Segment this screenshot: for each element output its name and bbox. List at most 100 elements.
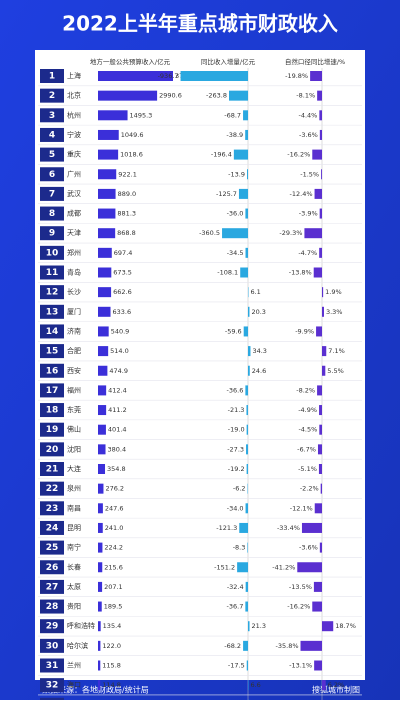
value-label: -12.4% xyxy=(290,190,313,198)
value-label: 247.6 xyxy=(105,504,124,512)
value-label: 1.9% xyxy=(325,288,342,296)
value-label: 380.4 xyxy=(108,445,127,453)
city: 宁波 xyxy=(67,130,81,139)
rank: 5 xyxy=(49,150,55,160)
rank: 10 xyxy=(46,248,59,258)
value-label: -4.9% xyxy=(298,406,317,414)
value-label: -68.7 xyxy=(224,111,241,119)
value-label: -19.2 xyxy=(228,465,245,473)
bar xyxy=(314,268,322,278)
city: 郑州 xyxy=(67,249,81,257)
city: 长春 xyxy=(67,562,81,571)
value-label: 1018.6 xyxy=(120,151,143,159)
value-label: -125.7 xyxy=(216,190,237,198)
rank: 8 xyxy=(49,209,55,219)
value-label: -36.6 xyxy=(227,386,244,394)
value-label: -263.8 xyxy=(206,92,227,100)
city: 西安 xyxy=(67,366,81,375)
bar xyxy=(245,602,248,612)
bar xyxy=(304,228,322,238)
bar xyxy=(98,641,100,651)
value-label: -4.7% xyxy=(298,249,317,257)
value-label: 21.3 xyxy=(252,622,266,630)
bar xyxy=(312,602,322,612)
bar xyxy=(98,366,107,376)
bar xyxy=(98,130,119,140)
value-label: 6.1 xyxy=(250,288,260,296)
bar xyxy=(318,444,322,454)
city: 福州 xyxy=(67,385,81,394)
rank: 13 xyxy=(46,307,59,317)
bar xyxy=(98,209,115,219)
value-label: 207.1 xyxy=(104,583,123,591)
city: 贵阳 xyxy=(67,602,81,611)
bar xyxy=(321,169,322,179)
rank: 31 xyxy=(46,661,59,671)
value-label: -36.0 xyxy=(227,210,244,218)
value-label: -29.3% xyxy=(279,229,302,237)
value-label: -2.2% xyxy=(300,485,319,493)
value-label: 889.0 xyxy=(118,190,137,198)
value-label: 114.8 xyxy=(102,681,121,689)
value-label: 540.9 xyxy=(111,327,130,335)
bar xyxy=(247,464,248,474)
value-label: 1049.6 xyxy=(121,131,144,139)
bar xyxy=(310,71,322,81)
value-label: 3.3% xyxy=(326,308,343,316)
value-label: -13.1% xyxy=(289,662,312,670)
bar xyxy=(181,71,248,81)
rank: 4 xyxy=(49,130,55,140)
rank: 9 xyxy=(49,229,55,239)
rank: 21 xyxy=(46,465,59,475)
value-label: -13.8% xyxy=(289,269,312,277)
value-label: 354.8 xyxy=(107,465,126,473)
value-label: -59.6 xyxy=(225,327,242,335)
value-label: 6.2% xyxy=(328,681,345,689)
value-label: -936.7 xyxy=(158,72,179,80)
bar xyxy=(314,582,322,592)
bar xyxy=(98,523,103,533)
value-label: 215.6 xyxy=(104,563,123,571)
value-label: -3.9% xyxy=(299,210,318,218)
value-label: 2990.6 xyxy=(159,92,182,100)
city: 上海 xyxy=(67,71,81,80)
rank: 14 xyxy=(46,327,59,337)
value-label: -1.5% xyxy=(300,170,319,178)
city: 呼和浩特 xyxy=(67,621,95,630)
value-label: -8.3 xyxy=(233,544,246,552)
bar xyxy=(234,150,248,160)
value-label: -16.2% xyxy=(287,603,310,611)
bar xyxy=(246,503,248,513)
bar xyxy=(314,661,322,671)
value-label: -12.1% xyxy=(290,504,313,512)
city: 厦门 xyxy=(67,307,81,316)
value-label: -41.2% xyxy=(272,563,295,571)
value-label: -5.1% xyxy=(298,465,317,473)
city: 广州 xyxy=(67,169,81,178)
city: 济南 xyxy=(67,326,81,335)
bar xyxy=(312,150,322,160)
value-label: -21.3 xyxy=(228,406,245,414)
column-header: 自然口径同比增速/% xyxy=(285,57,345,66)
value-label: -13.5% xyxy=(289,583,312,591)
value-label: -33.4% xyxy=(277,524,300,532)
city: 大连 xyxy=(67,464,81,473)
value-label: 34.3 xyxy=(252,347,266,355)
rank: 30 xyxy=(46,641,59,651)
bar xyxy=(319,248,322,258)
value-label: -196.4 xyxy=(211,151,232,159)
rank: 1 xyxy=(49,72,55,82)
value-label: 7.1% xyxy=(328,347,345,355)
bar xyxy=(322,366,325,376)
value-label: -6.7% xyxy=(297,445,316,453)
value-label: 514.0 xyxy=(110,347,129,355)
bar xyxy=(302,523,322,533)
value-label: 5.5% xyxy=(327,367,344,375)
bar xyxy=(239,189,248,199)
city: 哈尔滨 xyxy=(67,641,88,650)
bar xyxy=(322,680,326,690)
bar xyxy=(98,484,103,494)
value-label: -13.9 xyxy=(228,170,245,178)
bar xyxy=(98,621,101,631)
